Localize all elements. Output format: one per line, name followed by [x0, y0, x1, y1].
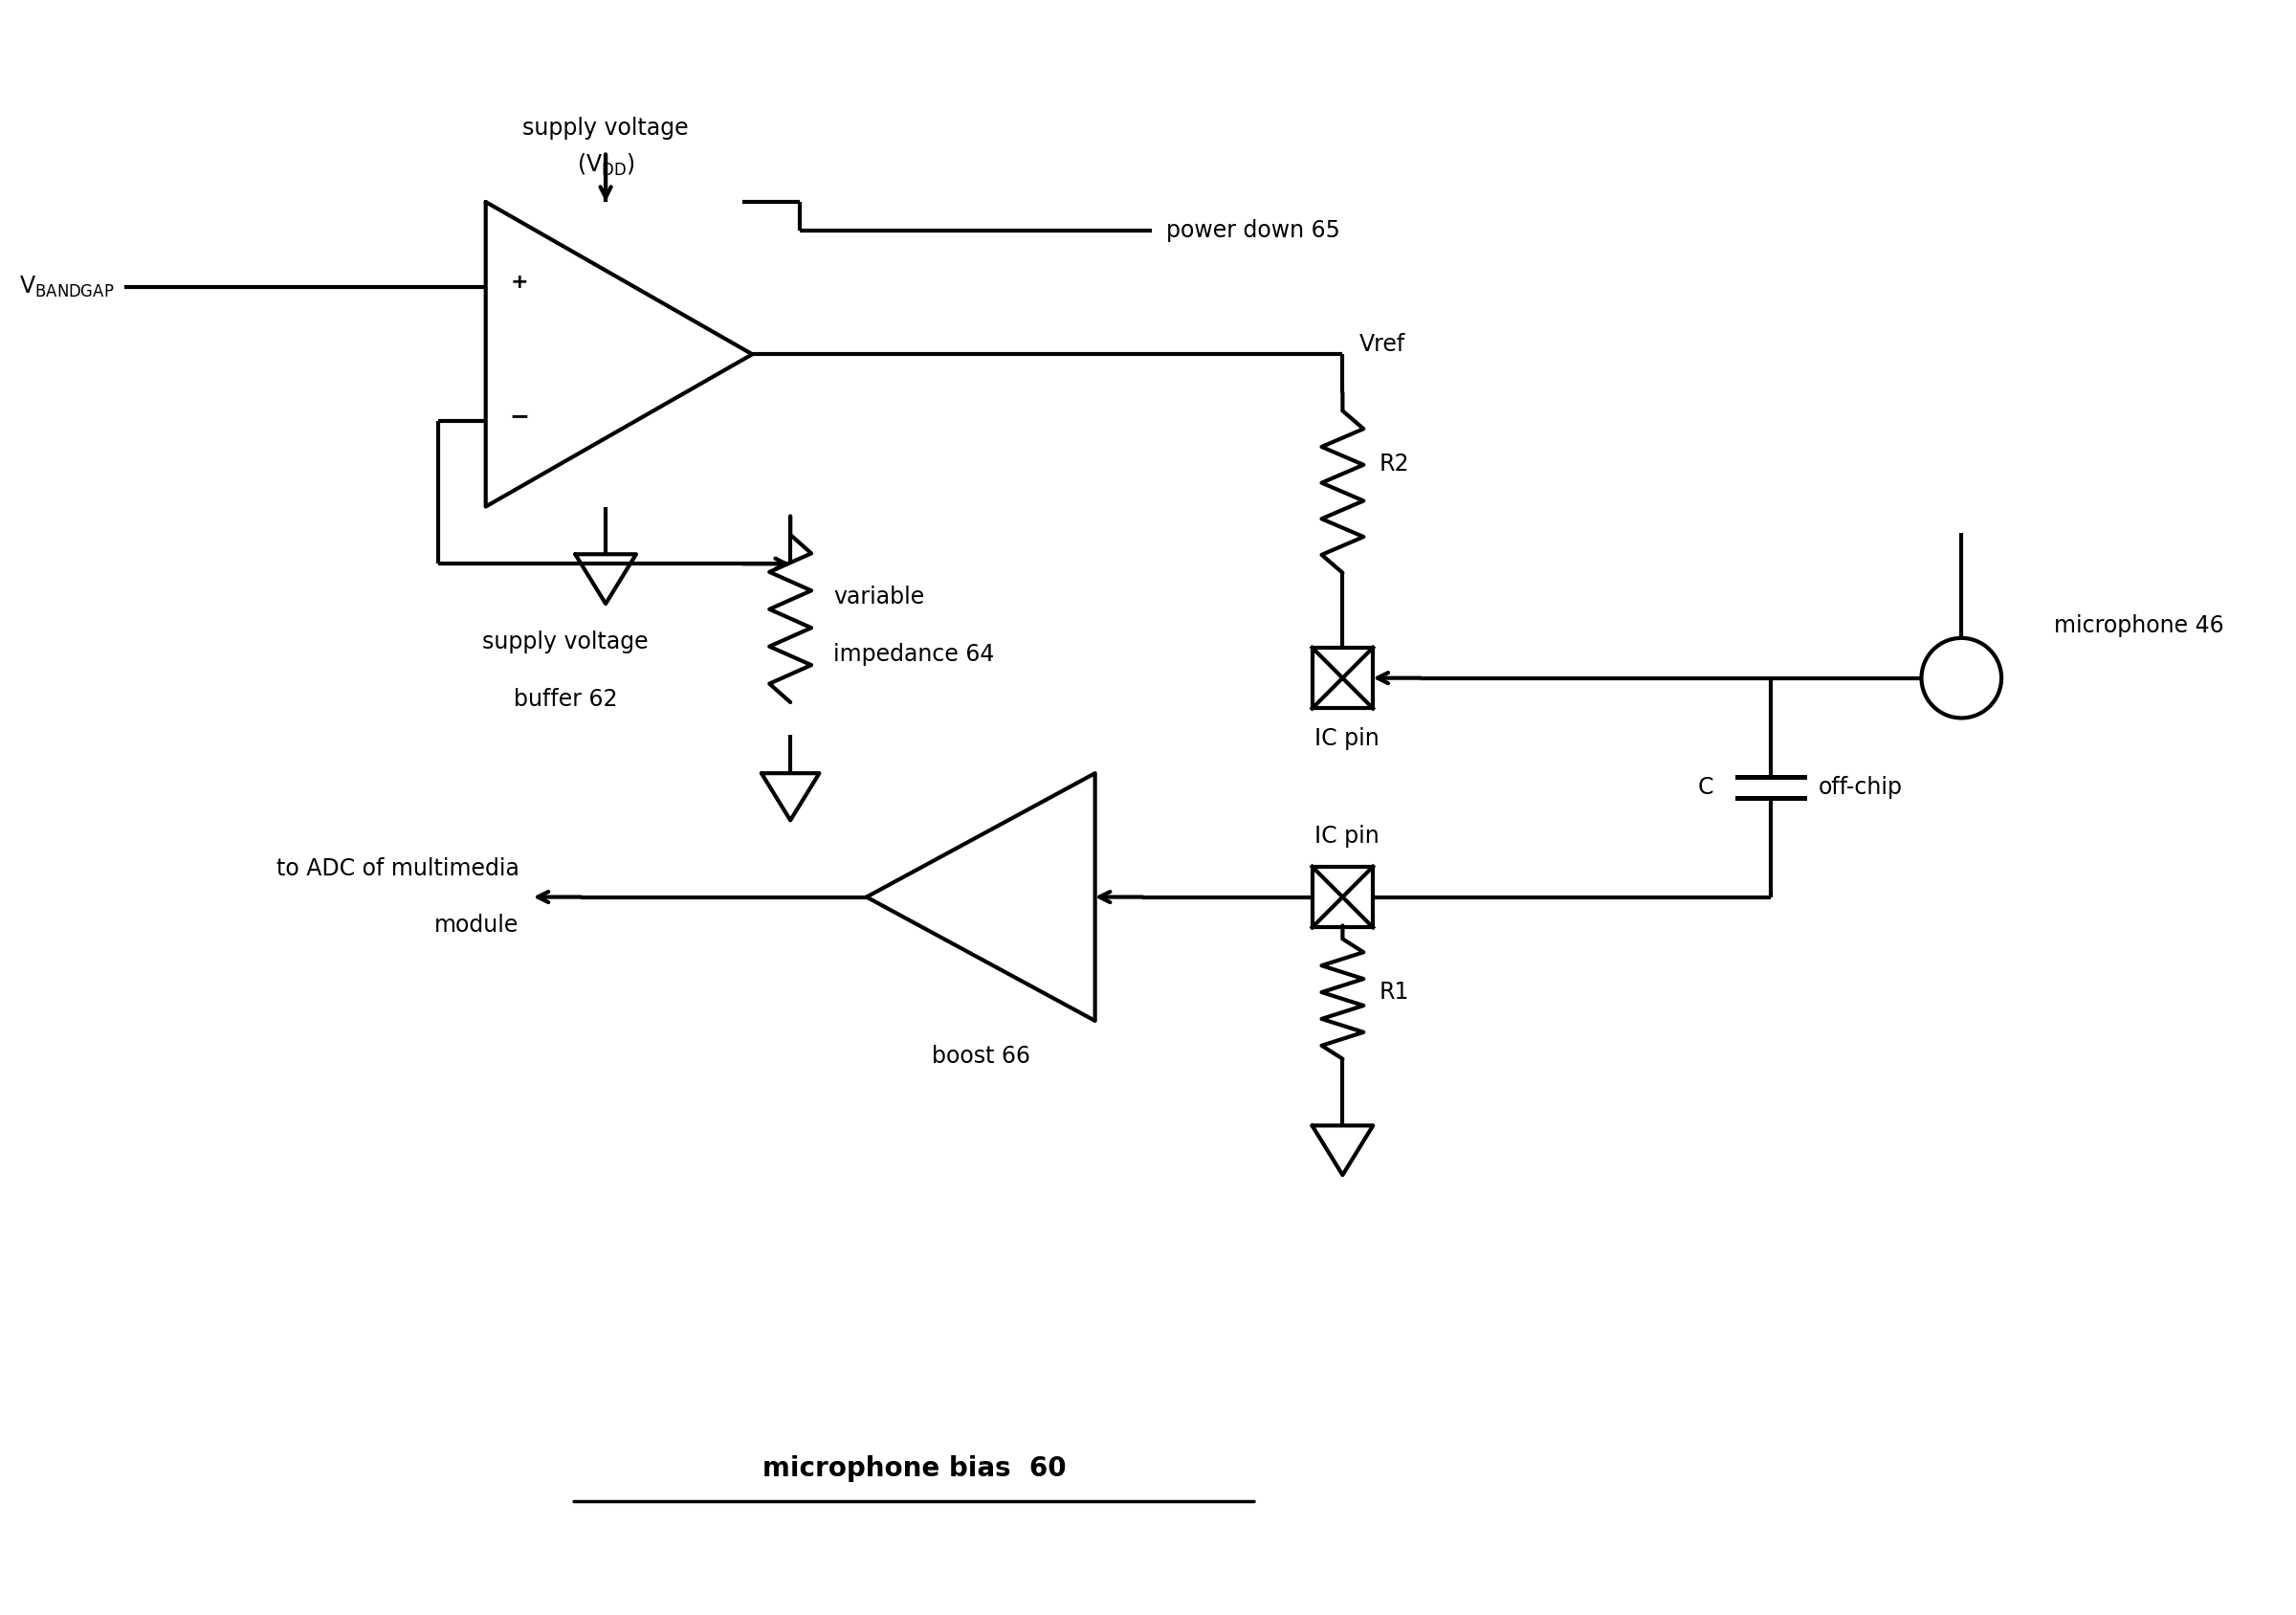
Text: off-chip: off-chip [1818, 777, 1903, 799]
Text: +: + [510, 273, 528, 292]
Text: −: − [510, 405, 528, 428]
Text: IC pin: IC pin [1316, 825, 1380, 848]
Text: power down 65: power down 65 [1166, 220, 1341, 242]
Text: to ADC of multimedia: to ADC of multimedia [276, 858, 519, 880]
Text: impedance 64: impedance 64 [833, 643, 994, 665]
Text: C: C [1699, 777, 1713, 799]
Text: microphone bias  60: microphone bias 60 [762, 1455, 1065, 1481]
Text: V$_{\mathregular{BANDGAP}}$: V$_{\mathregular{BANDGAP}}$ [18, 275, 115, 300]
Text: module: module [434, 914, 519, 937]
Text: buffer 62: buffer 62 [514, 688, 618, 711]
Text: (V$_{\mathregular{DD}}$): (V$_{\mathregular{DD}}$) [576, 152, 634, 178]
Text: variable: variable [833, 586, 925, 609]
Text: supply voltage: supply voltage [523, 116, 689, 141]
Text: R1: R1 [1380, 980, 1410, 1003]
Text: R2: R2 [1380, 452, 1410, 475]
Text: boost 66: boost 66 [932, 1045, 1031, 1068]
Text: supply voltage: supply voltage [482, 630, 650, 654]
Text: IC pin: IC pin [1316, 727, 1380, 751]
Text: microphone 46: microphone 46 [2055, 614, 2225, 636]
Text: Vref: Vref [1359, 333, 1405, 357]
